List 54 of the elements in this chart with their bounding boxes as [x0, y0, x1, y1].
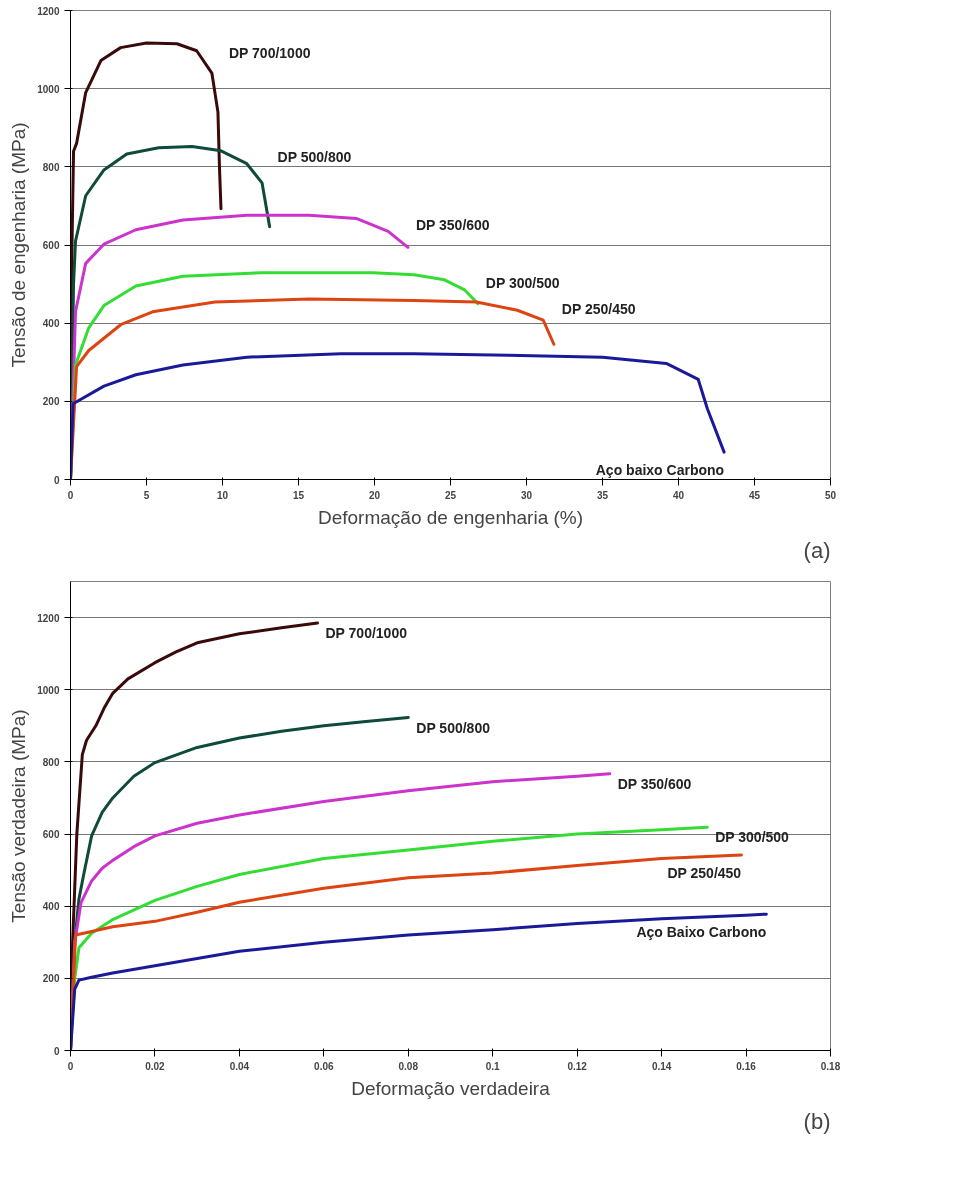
x-tick-label: 0.1 [485, 1060, 501, 1072]
y-axis-title: Tensão de engenharia (MPa) [8, 122, 30, 368]
x-tick-label: 0.18 [820, 1060, 841, 1072]
y-tick-label: 400 [42, 901, 60, 913]
x-tick-label: 0.04 [229, 1060, 250, 1072]
x-tick-label: 0.06 [314, 1060, 334, 1072]
x-axis-title: Deformação de engenharia (%) [317, 506, 584, 528]
series-label: DP 700/1000 [228, 44, 311, 61]
y-tick-label: 0 [53, 1045, 60, 1057]
y-tick-label: 200 [42, 396, 60, 408]
line-series [70, 912, 768, 1051]
series-label: Aço Baixo Carbono [636, 924, 767, 941]
x-tick-label: 30 [520, 489, 533, 501]
text: (b) [803, 1108, 831, 1134]
y-tick-label: 800 [42, 161, 60, 173]
series-label: DP 500/800 [277, 148, 352, 165]
y-tick-label: 1000 [37, 83, 60, 95]
y-axis-title: Tensão verdadeira (MPa) [8, 709, 30, 923]
x-axis-title: Deformação verdadeira [351, 1077, 551, 1099]
y-tick-label: 0 [53, 474, 60, 486]
x-tick-label: 5 [143, 489, 150, 501]
y-tick-label: 1200 [37, 5, 60, 17]
y-tick-label: 200 [42, 973, 60, 985]
y-tick-label: 1200 [37, 612, 60, 624]
x-tick-label: 0.14 [651, 1060, 672, 1072]
x-tick-label: 35 [596, 489, 609, 501]
series-label: DP 250/450 [667, 864, 742, 881]
series-label: DP 300/500 [485, 274, 560, 291]
x-tick-label: 45 [748, 489, 761, 501]
series-label: DP 700/1000 [325, 624, 408, 641]
x-tick-label: 0.08 [398, 1060, 419, 1072]
x-tick-label: 15 [292, 489, 305, 501]
x-tick-label: 40 [672, 489, 685, 501]
y-tick-label: 800 [42, 756, 60, 768]
x-tick-label: 0.02 [145, 1060, 166, 1072]
series-label: DP 350/600 [415, 217, 490, 234]
series-label: DP 500/800 [416, 719, 491, 736]
x-tick-label: 0.16 [736, 1060, 757, 1072]
y-tick-label: 1000 [37, 684, 60, 696]
x-tick-label: 25 [444, 489, 457, 501]
x-tick-label: 0 [67, 1060, 74, 1072]
y-tick-label: 600 [42, 829, 60, 841]
y-tick-label: 400 [42, 318, 60, 330]
x-tick-label: 0.12 [567, 1060, 588, 1072]
series-label: Aço baixo Carbono [595, 462, 725, 479]
series-label: DP 250/450 [561, 300, 636, 317]
x-tick-label: 10 [216, 489, 229, 501]
x-tick-label: 50 [824, 489, 837, 501]
text: (a) [803, 537, 831, 563]
series-label: DP 350/600 [617, 775, 692, 792]
x-tick-label: 20 [368, 489, 381, 501]
y-tick-label: 600 [42, 240, 60, 251]
x-tick-label: 0 [67, 489, 74, 501]
line-series [70, 352, 726, 480]
